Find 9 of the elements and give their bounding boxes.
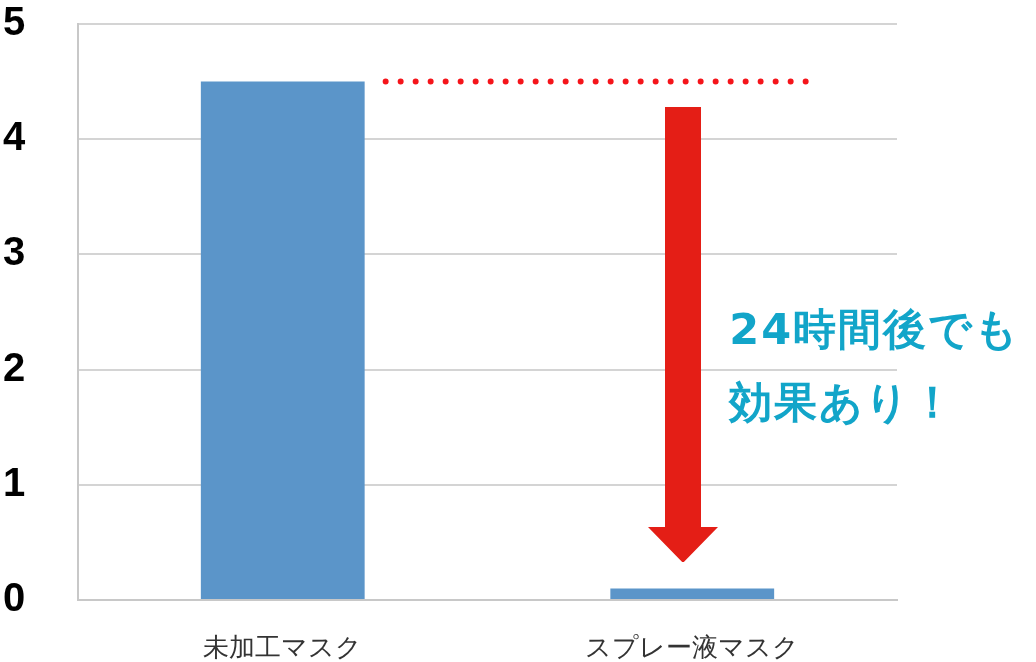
- y-tick-label: 0: [3, 575, 26, 620]
- y-tick-label: 2: [3, 344, 26, 389]
- y-tick-label: 3: [3, 229, 26, 274]
- y-tick-label: 5: [3, 0, 26, 44]
- x-tick-label: 未加工マスク: [203, 632, 363, 662]
- y-tick-label: 1: [3, 459, 26, 504]
- y-tick-label: 4: [3, 114, 26, 159]
- x-tick-label: スプレー液マスク: [585, 632, 800, 662]
- annotation: 24時間後でも効果あり！: [729, 303, 1022, 429]
